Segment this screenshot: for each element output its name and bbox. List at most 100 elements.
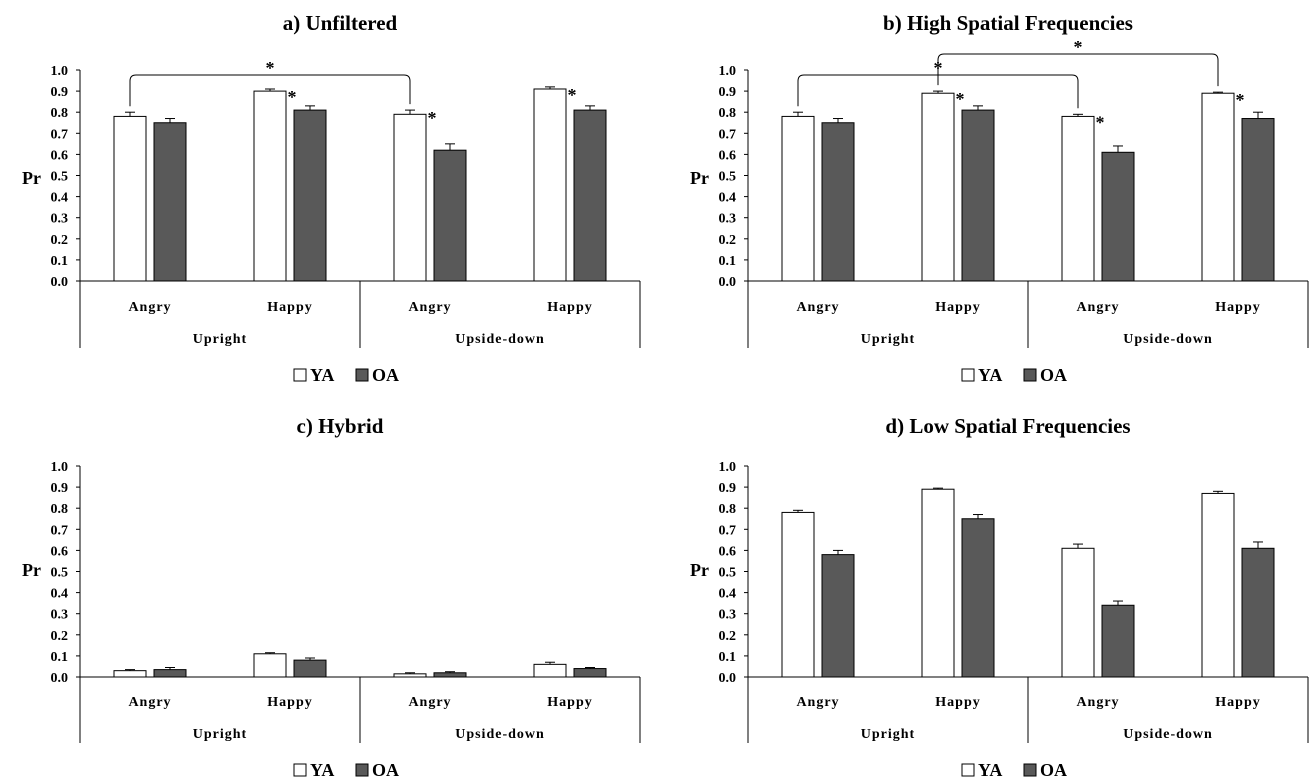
bar-oa bbox=[573, 109, 607, 282]
bar-oa bbox=[433, 149, 467, 282]
bar-ya bbox=[253, 90, 287, 282]
legend-swatch-oa bbox=[1023, 763, 1037, 777]
y-tick-label: 0.2 bbox=[719, 233, 737, 248]
y-tick-label: 1.0 bbox=[51, 460, 69, 475]
category-label: Angry bbox=[408, 695, 451, 710]
group-label: Upside-down bbox=[455, 332, 545, 347]
category-label: Happy bbox=[547, 300, 592, 315]
category-label: Happy bbox=[1215, 300, 1260, 315]
bar-oa bbox=[1101, 604, 1135, 678]
legend-swatch-oa bbox=[355, 368, 369, 382]
bar-oa bbox=[1101, 151, 1135, 282]
panel-1: a) Unfiltered Pr 0.0 0.1 0.2 0.3 0.4 0.5 0.6 0.7 0… bbox=[22, 11, 641, 385]
panel-3: c) Hybrid Pr 0.0 0.1 0.2 0.3 0.4 0.5 0.6 0.7 0.8 0.… bbox=[22, 414, 641, 780]
bar-ya bbox=[533, 663, 567, 678]
bar-ya bbox=[113, 670, 147, 678]
legend-swatch-ya bbox=[961, 368, 975, 382]
group-label: Upright bbox=[861, 727, 915, 742]
legend-label: OA bbox=[372, 760, 399, 780]
y-tick-label: 0.9 bbox=[51, 85, 69, 100]
legend-swatch-ya bbox=[293, 763, 307, 777]
bar-ya bbox=[1201, 492, 1235, 678]
significance-bracket bbox=[937, 53, 1219, 87]
chart-title: a) Unfiltered bbox=[283, 11, 398, 35]
y-tick-label: 1.0 bbox=[719, 64, 737, 79]
bar-oa bbox=[433, 672, 467, 678]
group-label: Upright bbox=[861, 332, 915, 347]
y-tick-label: 0.3 bbox=[719, 212, 737, 227]
y-tick-label: 0.3 bbox=[719, 608, 737, 623]
significance-star: * bbox=[288, 87, 297, 107]
legend-swatch-oa bbox=[355, 763, 369, 777]
category-label: Happy bbox=[547, 695, 592, 710]
y-tick-label: 0.0 bbox=[51, 671, 69, 686]
y-tick-label: 0.1 bbox=[51, 650, 69, 665]
y-tick-label: 0.6 bbox=[51, 148, 69, 163]
bar-oa bbox=[1241, 547, 1275, 678]
y-tick-label: 0.4 bbox=[51, 191, 69, 206]
y-tick-label: 0.4 bbox=[719, 191, 737, 206]
group-label: Upside-down bbox=[1123, 727, 1213, 742]
y-tick-label: 0.2 bbox=[51, 233, 69, 248]
category-label: Angry bbox=[128, 300, 171, 315]
y-tick-label: 0.8 bbox=[719, 502, 737, 517]
category-label: Happy bbox=[935, 300, 980, 315]
bar-oa bbox=[153, 122, 187, 282]
y-tick-label: 0.8 bbox=[719, 106, 737, 121]
bar-oa bbox=[153, 669, 187, 678]
bar-ya bbox=[781, 511, 815, 678]
y-tick-label: 1.0 bbox=[51, 64, 69, 79]
legend-label: YA bbox=[310, 365, 334, 385]
y-tick-label: 0.0 bbox=[719, 275, 737, 290]
y-tick-label: 0.7 bbox=[719, 127, 737, 142]
chart-title: b) High Spatial Frequencies bbox=[883, 11, 1133, 35]
bar-oa bbox=[293, 109, 327, 282]
group-label: Upside-down bbox=[455, 727, 545, 742]
category-label: Angry bbox=[1076, 300, 1119, 315]
y-tick-label: 0.5 bbox=[719, 566, 737, 581]
y-tick-label: 0.5 bbox=[51, 170, 69, 185]
panel-2: b) High Spatial Frequencies Pr 0.0 0.1 0.2 0.… bbox=[690, 11, 1309, 385]
y-axis-label: Pr bbox=[22, 560, 41, 580]
category-label: Happy bbox=[1215, 695, 1260, 710]
legend-label: YA bbox=[978, 760, 1002, 780]
bar-oa bbox=[961, 109, 995, 282]
bar-ya bbox=[1061, 115, 1095, 282]
y-tick-label: 0.3 bbox=[51, 212, 69, 227]
y-tick-label: 0.3 bbox=[51, 608, 69, 623]
y-tick-label: 0.2 bbox=[51, 629, 69, 644]
legend-label: OA bbox=[1040, 760, 1067, 780]
bar-ya bbox=[533, 88, 567, 282]
chart-title: c) Hybrid bbox=[297, 414, 384, 438]
legend-swatch-oa bbox=[1023, 368, 1037, 382]
significance-star: * bbox=[428, 108, 437, 128]
category-label: Angry bbox=[1076, 695, 1119, 710]
category-label: Angry bbox=[408, 300, 451, 315]
significance-star: * bbox=[956, 89, 965, 109]
y-tick-label: 0.9 bbox=[51, 481, 69, 496]
y-tick-label: 0.8 bbox=[51, 106, 69, 121]
y-tick-label: 0.8 bbox=[51, 502, 69, 517]
legend-label: YA bbox=[978, 365, 1002, 385]
y-tick-label: 0.1 bbox=[51, 254, 69, 269]
bar-oa bbox=[293, 659, 327, 678]
y-tick-label: 0.2 bbox=[719, 629, 737, 644]
significance-star: * bbox=[1236, 90, 1245, 110]
y-axis-label: Pr bbox=[690, 168, 709, 188]
y-axis-label: Pr bbox=[22, 168, 41, 188]
y-tick-label: 0.5 bbox=[719, 170, 737, 185]
bar-ya bbox=[921, 92, 955, 282]
legend-label: OA bbox=[372, 365, 399, 385]
category-label: Angry bbox=[796, 695, 839, 710]
significance-star: * bbox=[568, 85, 577, 105]
bar-ya bbox=[921, 488, 955, 678]
y-tick-label: 0.9 bbox=[719, 85, 737, 100]
group-label: Upside-down bbox=[1123, 332, 1213, 347]
y-tick-label: 0.9 bbox=[719, 481, 737, 496]
group-label: Upright bbox=[193, 332, 247, 347]
y-tick-label: 0.4 bbox=[719, 587, 737, 602]
category-label: Happy bbox=[267, 300, 312, 315]
legend-label: OA bbox=[1040, 365, 1067, 385]
y-tick-label: 0.6 bbox=[719, 148, 737, 163]
